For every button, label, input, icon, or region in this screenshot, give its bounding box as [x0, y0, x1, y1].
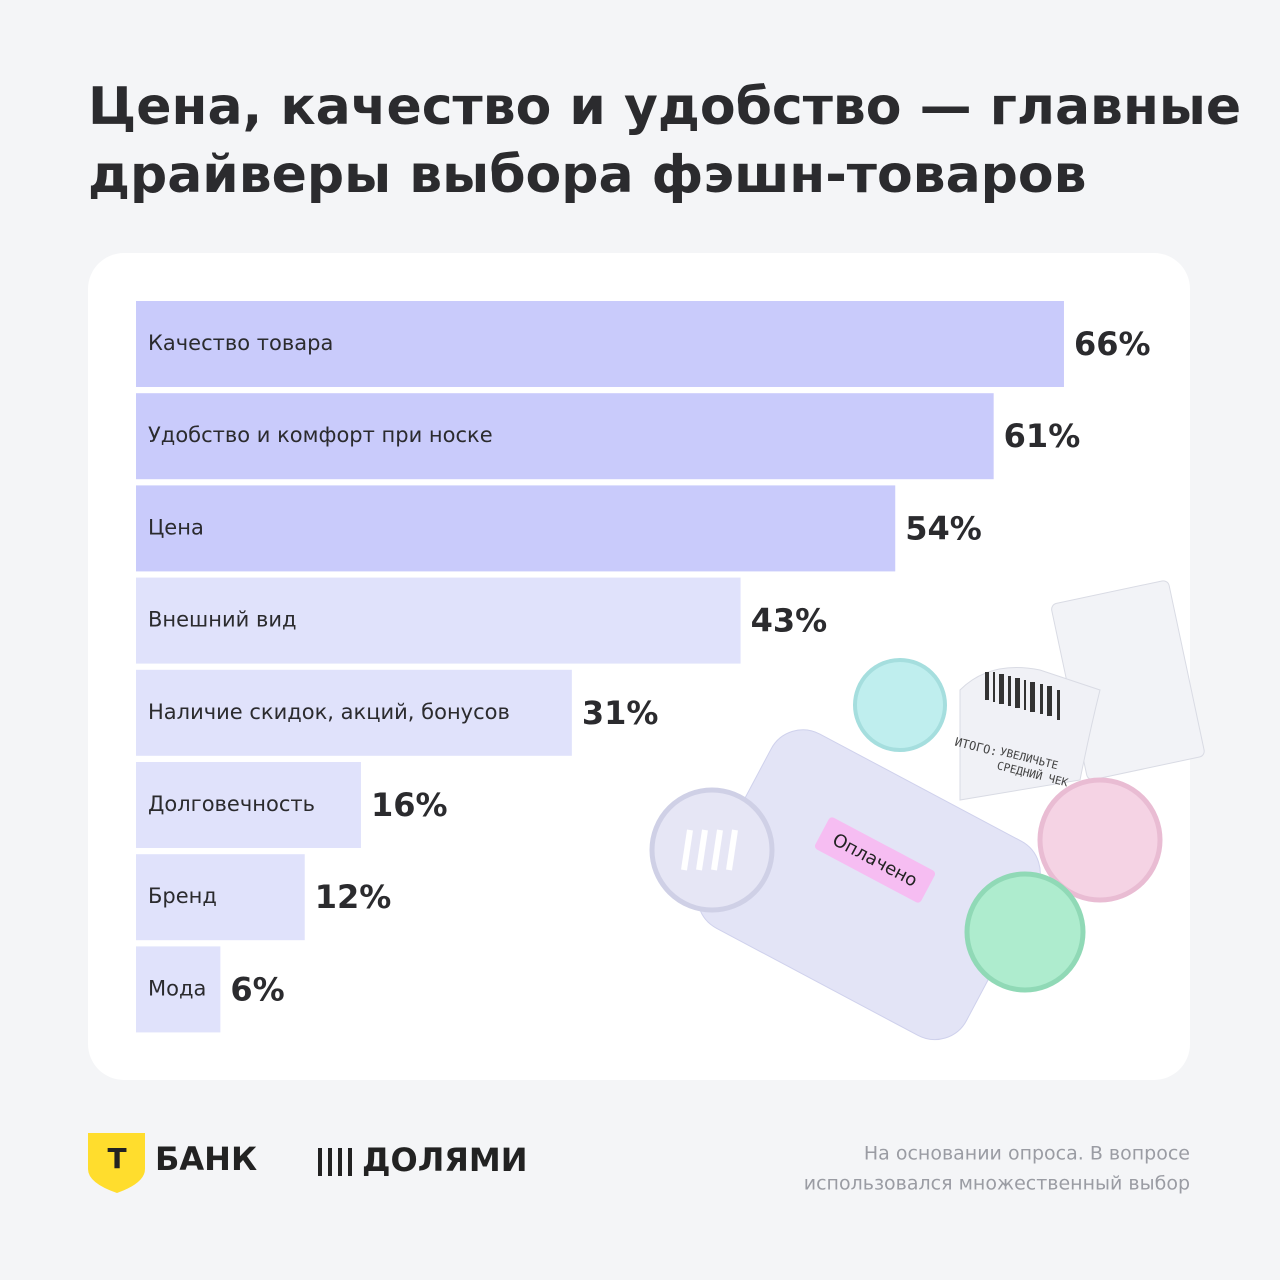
bar-label: Цена: [148, 515, 204, 539]
bank-mark: Т: [107, 1142, 126, 1175]
chart-title: Цена, качество и удобство — главные: [88, 77, 1241, 137]
bar-label: Удобство и комфорт при носке: [148, 423, 493, 447]
bar: [136, 485, 896, 572]
bar-label: Наличие скидок, акций, бонусов: [148, 700, 510, 724]
value-label: 31%: [582, 694, 659, 732]
bar-label: Долговечность: [148, 792, 315, 816]
bar-label: Качество товара: [148, 331, 333, 355]
value-label: 54%: [905, 509, 982, 547]
value-label: 43%: [751, 602, 828, 640]
bar-label: Мода: [148, 976, 206, 1000]
value-label: 16%: [371, 786, 448, 824]
footnote: На основании опроса. В вопросе: [864, 1143, 1190, 1165]
chart-title: драйверы выбора фэшн-товаров: [88, 145, 1087, 205]
illustration: ИТОГО: УВЕЛИЧЬТЕ СРЕДНИЙ ЧЕК Оплачено: [649, 580, 1205, 1041]
footer: Т БАНК ДОЛЯМИ На основании опроса. В воп…: [88, 1133, 1190, 1195]
bar: [136, 762, 361, 848]
bank-logo: [88, 1133, 145, 1193]
bar: [136, 393, 994, 480]
value-label: 66%: [1074, 325, 1151, 363]
value-label: 6%: [230, 970, 284, 1008]
bar-label: Внешний вид: [148, 608, 297, 632]
bar: [136, 301, 1064, 387]
bar-label: Бренд: [148, 884, 217, 908]
bar: [136, 577, 741, 664]
bar: [136, 854, 305, 941]
bank-name: БАНК: [155, 1140, 257, 1178]
value-label: 12%: [315, 878, 392, 916]
value-label: 61%: [1004, 417, 1081, 455]
product-name: ДОЛЯМИ: [362, 1141, 528, 1179]
bar: [136, 669, 572, 756]
footnote: использовался множественный выбор: [804, 1173, 1190, 1195]
bar: [136, 946, 221, 1033]
